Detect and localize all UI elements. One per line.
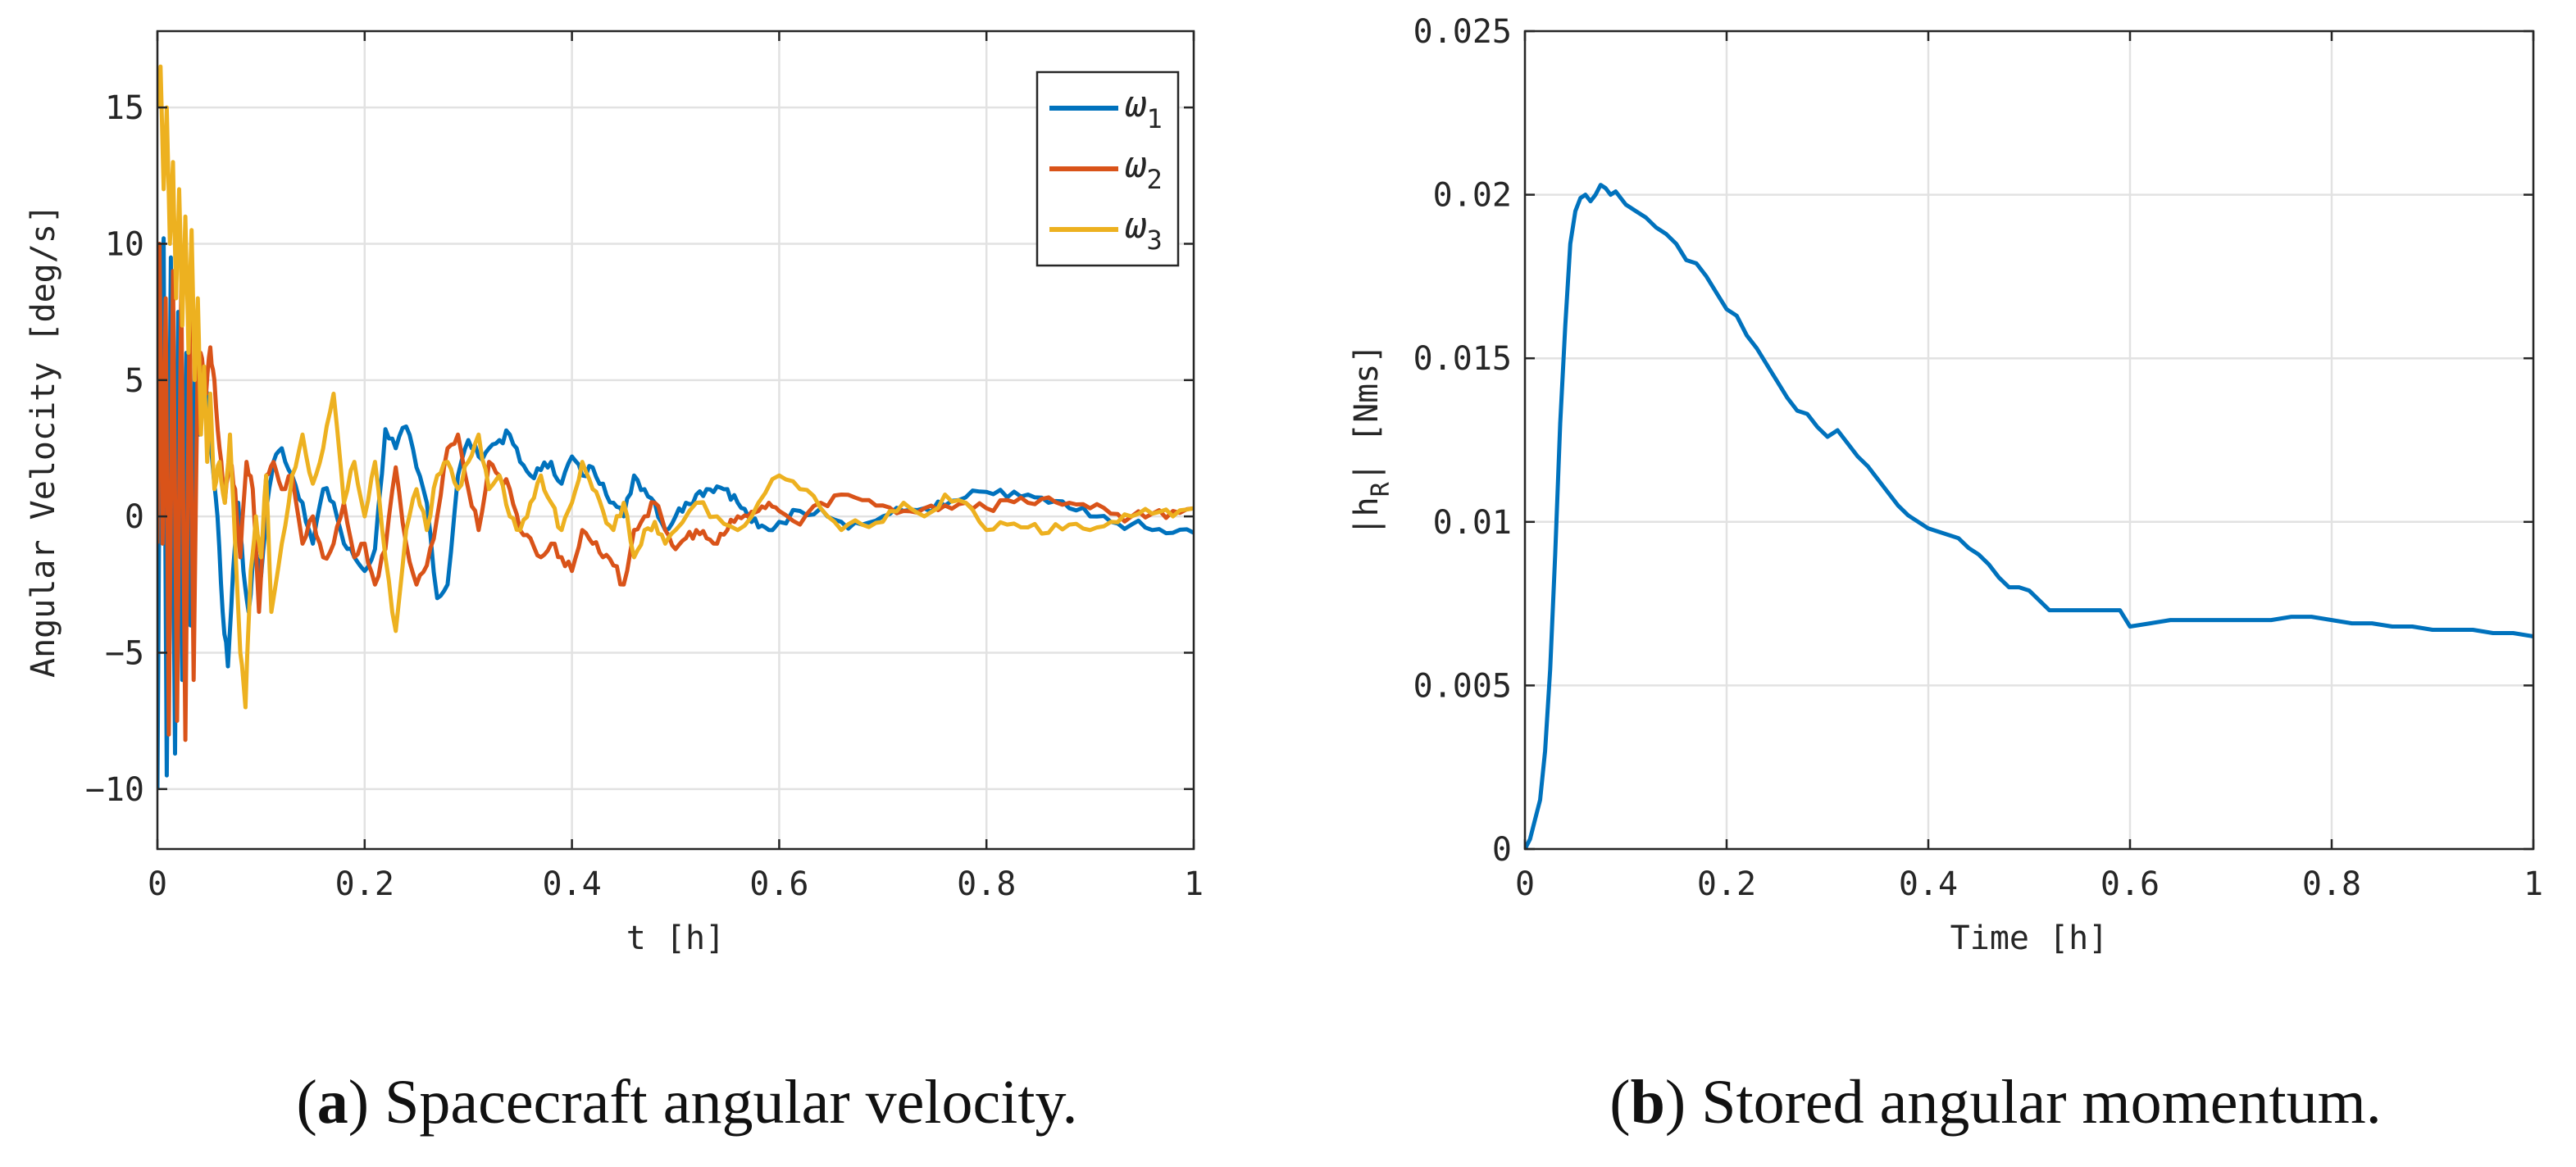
caption-b-open: ( xyxy=(1609,1068,1630,1137)
legend-subscript: 3 xyxy=(1147,225,1163,256)
x-axis-label: t [h] xyxy=(626,920,725,957)
y-tick-label: 5 xyxy=(125,362,144,400)
plot-area xyxy=(157,31,1194,849)
x-tick-label: 0 xyxy=(1515,865,1535,903)
x-tick-label: 1 xyxy=(2524,865,2543,903)
legend-label: ω2 xyxy=(1125,144,1163,195)
y-label-bar: |h xyxy=(1348,497,1386,536)
x-tick-label: 0.4 xyxy=(542,865,601,903)
series-line-1 xyxy=(1525,183,2533,849)
x-tick-label: 0.2 xyxy=(1697,865,1756,903)
legend-label: ω3 xyxy=(1125,205,1163,256)
legend-symbol: ω xyxy=(1125,205,1147,247)
caption-a-letter: a xyxy=(317,1068,348,1137)
caption-b-letter: b xyxy=(1631,1068,1665,1137)
caption-a-open: ( xyxy=(296,1068,316,1137)
tick-marks xyxy=(156,31,1195,849)
caption-a-close: ) xyxy=(348,1068,385,1137)
y-label-end: | [Nms] xyxy=(1348,344,1386,483)
caption-b-text: Stored angular momentum. xyxy=(1701,1068,2382,1137)
legend-symbol: ω xyxy=(1125,144,1147,186)
caption-a: (a) Spacecraft angular velocity. xyxy=(296,1068,1077,1137)
x-tick-label: 0.8 xyxy=(957,865,1016,903)
series-line-1 xyxy=(157,236,1194,789)
caption-a-text: Spacecraft angular velocity. xyxy=(385,1068,1077,1137)
y-tick-label: −5 xyxy=(105,634,144,672)
legend-label: ω1 xyxy=(1125,84,1163,134)
y-tick-label: 0.01 xyxy=(1433,504,1512,542)
x-tick-labels: 0 0.2 0.4 0.6 0.8 1 xyxy=(1515,865,2543,903)
legend-subscript: 1 xyxy=(1147,103,1163,134)
x-tick-label: 0.2 xyxy=(335,865,394,903)
y-label-subscript: R xyxy=(1367,481,1395,497)
caption-b: (b) Stored angular momentum. xyxy=(1609,1068,2381,1137)
x-tick-label: 0.6 xyxy=(2100,865,2160,903)
y-tick-label: 0.015 xyxy=(1413,340,1512,378)
y-tick-labels: 0 0.005 0.01 0.015 0.02 0.025 xyxy=(1413,13,1512,869)
y-tick-labels: −10 −5 0 5 10 15 xyxy=(85,89,144,809)
y-axis-label: Angular Velocity [deg/s] xyxy=(25,204,62,678)
x-tick-label: 0.4 xyxy=(1899,865,1958,903)
series-group xyxy=(1525,183,2533,849)
x-tick-label: 0.6 xyxy=(749,865,808,903)
x-tick-labels: 0 0.2 0.4 0.6 0.8 1 xyxy=(148,865,1204,903)
y-tick-label: 10 xyxy=(105,225,144,263)
y-tick-label: −10 xyxy=(85,771,144,809)
x-tick-label: 1 xyxy=(1184,865,1204,903)
x-tick-label: 0.8 xyxy=(2302,865,2361,903)
y-tick-label: 0.025 xyxy=(1413,13,1512,51)
y-tick-label: 0 xyxy=(1492,831,1512,869)
x-axis-label: Time [h] xyxy=(1950,920,2109,957)
legend-subscript: 2 xyxy=(1147,164,1163,195)
caption-b-close: ) xyxy=(1665,1068,1701,1137)
legend-symbol: ω xyxy=(1125,84,1147,125)
y-axis-label: |hR| [Nms] xyxy=(1348,344,1395,537)
axes-box xyxy=(1523,30,2535,851)
tick-marks xyxy=(1523,30,2535,851)
chart-stored-momentum: 0 0.2 0.4 0.6 0.8 1 00.0050.010.0150.020.025 … xyxy=(1348,13,2543,957)
y-tick-label: 0.005 xyxy=(1413,667,1512,705)
series-line-3 xyxy=(157,64,1194,710)
axes-box xyxy=(156,30,1195,851)
series-group xyxy=(157,64,1194,789)
y-tick-label: 0.02 xyxy=(1433,177,1512,215)
x-tick-label: 0 xyxy=(148,865,167,903)
grid xyxy=(156,31,1195,849)
plot-area xyxy=(1525,31,2533,849)
y-tick-label: 15 xyxy=(105,89,144,127)
chart-angular-velocity: 0 0.2 0.4 0.6 0.8 1 −10 −5 0 5 10 15 t [h] Angular… xyxy=(25,30,1204,957)
y-tick-label: 0 xyxy=(125,498,144,536)
